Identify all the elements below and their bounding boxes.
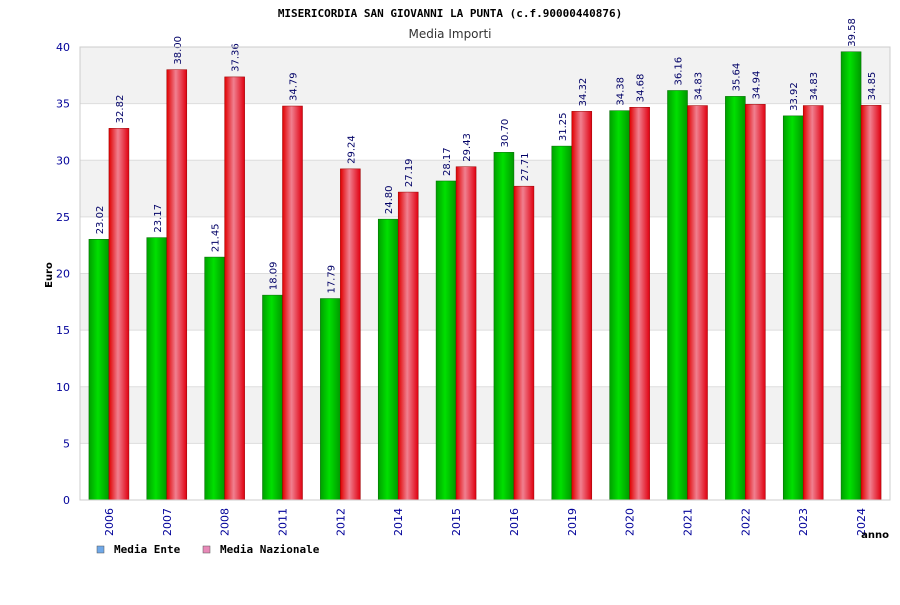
bar-nazionale-2015 [455, 166, 477, 501]
bar-ente-2015 [435, 180, 457, 501]
bar-ente-2022 [725, 96, 746, 501]
data-label: 38.00 [173, 36, 184, 65]
x-axis-label: anno [861, 530, 889, 541]
grid-band [80, 273, 890, 331]
data-label: 34.38 [616, 77, 627, 106]
data-label: 27.19 [404, 158, 415, 187]
bar-nazionale-2006 [108, 128, 130, 501]
data-label: 33.92 [789, 82, 800, 111]
data-label: 34.79 [289, 72, 300, 101]
data-label: 29.43 [462, 133, 473, 162]
legend: Media Ente Media Nazionale [96, 543, 320, 556]
bar-ente-2006 [88, 239, 110, 501]
bar-ente-2023 [782, 115, 804, 501]
bar-nazionale-2011 [282, 105, 303, 501]
x-tick-label: 2007 [161, 508, 174, 536]
data-label: 34.32 [578, 78, 589, 107]
data-label: 37.36 [231, 43, 242, 72]
bar-nazionale-2008 [224, 76, 245, 501]
bar-nazionale-2012 [340, 168, 361, 501]
y-tick-label: 40 [56, 41, 70, 54]
y-tick-label: 10 [56, 381, 70, 394]
data-label: 23.02 [95, 206, 106, 235]
bar-ente-2020 [609, 110, 630, 501]
legend-swatch [202, 545, 211, 554]
x-tick-label: 2021 [682, 508, 695, 536]
y-tick-label: 35 [56, 98, 70, 111]
data-label: 30.70 [500, 119, 511, 148]
grid-band [80, 386, 890, 444]
data-labels: 23.02 32.82 23.17 38.00 21.45 37.36 18.09 34.79… [95, 18, 878, 293]
x-tick-label: 2008 [219, 508, 232, 536]
bar-ente-2024 [840, 51, 862, 501]
y-tick-label: 15 [56, 324, 70, 337]
bar-ente-2011 [262, 294, 283, 501]
legend-label: Media Ente [114, 543, 181, 556]
data-label: 21.45 [211, 223, 222, 252]
bar-ente-2008 [204, 256, 225, 501]
y-tick-label: 25 [56, 211, 70, 224]
x-tick-label: 2012 [334, 508, 347, 536]
x-tick-label: 2022 [739, 508, 752, 536]
x-tick-label: 2011 [277, 508, 290, 536]
data-label: 34.85 [867, 72, 878, 101]
bar-ente-2016 [493, 152, 515, 501]
data-label: 34.68 [636, 74, 647, 103]
plot-border [79, 46, 891, 501]
data-label: 17.79 [326, 265, 337, 294]
bar-ente-2019 [551, 145, 573, 501]
y-tick-label: 30 [56, 154, 70, 167]
axes: 0 5 10 15 20 25 30 35 40 2006 2007 2008 2011 2012 2014… [56, 41, 891, 536]
data-label: 23.17 [153, 204, 164, 233]
data-label: 27.71 [520, 153, 531, 182]
bar-ente-2007 [146, 237, 168, 501]
bar-ente-2014 [377, 218, 399, 501]
legend-label: Media Nazionale [220, 543, 320, 556]
data-label: 34.83 [694, 72, 705, 101]
y-axis-label: Euro [44, 262, 55, 288]
x-tick-label: 2019 [566, 508, 579, 536]
legend-swatch [96, 545, 105, 554]
x-tick-label: 2024 [855, 508, 868, 536]
bar-nazionale-2022 [745, 104, 766, 501]
data-label: 35.64 [731, 63, 742, 92]
y-tick-label: 5 [63, 437, 70, 450]
bar-nazionale-2021 [687, 105, 708, 501]
data-label: 34.83 [809, 72, 820, 101]
data-label: 31.25 [558, 112, 569, 141]
bar-nazionale-2014 [397, 191, 419, 501]
bar-nazionale-2019 [571, 111, 593, 501]
bar-nazionale-2016 [513, 185, 535, 501]
bar-ente-2012 [320, 298, 341, 501]
bar-nazionale-2007 [166, 69, 188, 501]
bar-nazionale-2023 [802, 105, 824, 501]
y-tick-label: 0 [63, 494, 70, 507]
x-tick-label: 2023 [797, 508, 810, 536]
x-tick-label: 2015 [450, 508, 463, 536]
bars [88, 51, 882, 501]
bar-nazionale-2024 [860, 105, 882, 501]
x-tick-label: 2014 [392, 508, 405, 536]
chart-subtitle: Media Importi [408, 27, 491, 41]
x-tick-label: 2016 [508, 508, 521, 536]
data-label: 28.17 [442, 147, 453, 176]
data-label: 24.80 [384, 185, 395, 214]
data-label: 32.82 [115, 95, 126, 124]
x-tick-label: 2020 [624, 508, 637, 536]
data-label: 39.58 [847, 18, 858, 47]
data-label: 34.94 [751, 71, 762, 100]
y-tick-label: 20 [56, 268, 70, 281]
bar-ente-2021 [667, 90, 688, 501]
grid-band [80, 160, 890, 217]
bar-nazionale-2020 [629, 106, 650, 501]
data-label: 29.24 [346, 135, 357, 164]
x-tick-label: 2006 [103, 508, 116, 536]
data-label: 18.09 [269, 261, 280, 290]
grid-band [80, 47, 890, 104]
chart-title: MISERICORDIA SAN GIOVANNI LA PUNTA (c.f.… [278, 7, 622, 20]
data-label: 36.16 [674, 57, 685, 86]
